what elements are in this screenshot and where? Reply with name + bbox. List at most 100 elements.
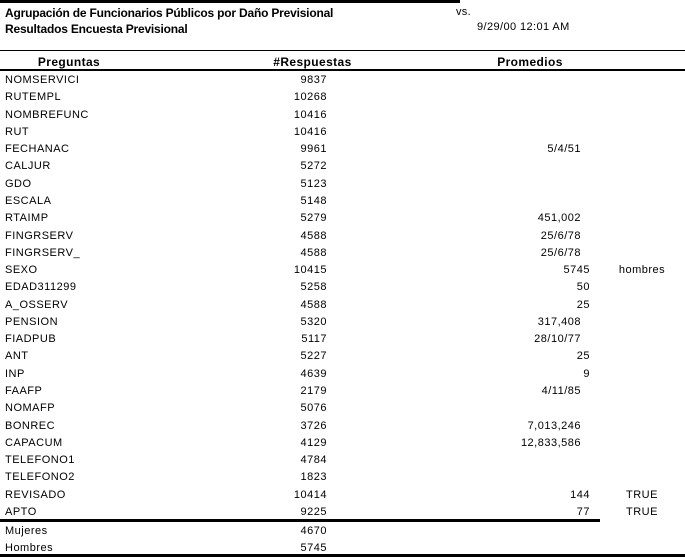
- row-label: FIADPUB: [5, 333, 57, 346]
- row-respuestas: 10416: [293, 125, 327, 138]
- row-label: TELEFONO2: [5, 471, 75, 484]
- row-promedio: 25/6/78: [540, 229, 581, 242]
- table-row: FECHANAC 9961 5/4/51: [0, 142, 685, 159]
- row-label: CAPACUM: [5, 436, 63, 449]
- table-row: SEXO 10415 5745 hombres: [0, 263, 685, 280]
- row-promedio: 451,002: [537, 212, 581, 225]
- report-subtitle: Resultados Encuesta Previsional: [5, 22, 188, 36]
- table-row: APTO 9225 77 TRUE: [0, 505, 685, 522]
- row-promedio: 4/11/85: [541, 385, 581, 398]
- row-respuestas: 4129: [300, 436, 327, 449]
- table-row: NOMSERVICI 9837: [0, 73, 685, 90]
- row-respuestas: 10414: [293, 488, 327, 501]
- column-header-respuestas: #Respuestas: [273, 55, 352, 69]
- row-respuestas: 2179: [300, 385, 327, 398]
- row-respuestas: 9837: [300, 74, 327, 86]
- row-promedio: 25: [576, 298, 590, 311]
- row-respuestas: 5320: [300, 315, 327, 328]
- row-promedio: 9: [583, 367, 590, 380]
- row-promedio: 317,408: [537, 315, 581, 328]
- row-label: FINGRSERV_: [5, 246, 81, 259]
- row-promedio: 144: [570, 488, 590, 501]
- row-label: NOMAFP: [5, 402, 56, 415]
- table-row: NOMAFP 5076: [0, 401, 685, 418]
- report-title-block: Agrupación de Funcionarios Públicos por …: [5, 5, 333, 37]
- row-label: ANT: [5, 350, 29, 363]
- table-bottom-rule: [0, 554, 685, 557]
- row-label: GDO: [5, 177, 32, 190]
- row-label: TELEFONO1: [5, 454, 75, 467]
- table-row: ANT 5227 25: [0, 349, 685, 366]
- row-label: FAAFP: [5, 385, 43, 398]
- row-respuestas: 5272: [300, 160, 327, 173]
- row-respuestas: 5279: [300, 212, 327, 225]
- table-row: Mujeres 4670: [0, 524, 685, 541]
- row-respuestas: 4588: [300, 298, 327, 311]
- row-label: Hombres: [5, 542, 54, 555]
- row-promedio: 7,013,246: [527, 419, 581, 432]
- row-promedio: 77: [576, 506, 590, 518]
- table-row: FINGRSERV_ 4588 25/6/78: [0, 246, 685, 263]
- row-respuestas: 5745: [300, 542, 327, 555]
- row-respuestas: 10416: [293, 108, 327, 121]
- table-row: EDAD311299 5258 50: [0, 280, 685, 297]
- row-label: RUT: [5, 125, 30, 138]
- table-row: FINGRSERV 4588 25/6/78: [0, 229, 685, 246]
- row-label: APTO: [5, 506, 37, 518]
- row-label: NOMSERVICI: [5, 74, 80, 86]
- row-label: EDAD311299: [5, 281, 77, 294]
- row-extra-flag: hombres: [618, 264, 666, 277]
- row-respuestas: 4670: [300, 525, 327, 537]
- row-respuestas: 4588: [300, 246, 327, 259]
- row-respuestas: 4588: [300, 229, 327, 242]
- row-promedio: 28/10/77: [534, 333, 581, 346]
- top-rule: [0, 0, 460, 3]
- table-row: TELEFONO2 1823: [0, 470, 685, 487]
- row-label: FECHANAC: [5, 143, 70, 156]
- row-promedio: 25/6/78: [540, 246, 581, 259]
- table-row: FAAFP 2179 4/11/85: [0, 384, 685, 401]
- row-respuestas: 5123: [300, 177, 327, 190]
- row-respuestas: 1823: [300, 471, 327, 484]
- table-row: NOMBREFUNC 10416: [0, 108, 685, 125]
- table-row: Hombres 5745: [0, 541, 685, 558]
- row-label: REVISADO: [5, 488, 66, 501]
- column-header-preguntas: Preguntas: [37, 55, 101, 69]
- table-top-rule: [0, 50, 685, 51]
- row-respuestas: 4639: [300, 367, 327, 380]
- row-respuestas: 5227: [300, 350, 327, 363]
- row-respuestas: 5148: [300, 194, 327, 207]
- row-promedio: 5745: [563, 264, 590, 277]
- report-datetime: 9/29/00 12:01 AM: [477, 21, 570, 33]
- row-label: FINGRSERV: [5, 229, 74, 242]
- row-extra-flag: TRUE: [626, 506, 658, 518]
- header-underline-rule: [0, 69, 685, 71]
- row-label: RUTEMPL: [5, 91, 62, 104]
- row-label: PENSION: [5, 315, 59, 328]
- table-row: ESCALA 5148: [0, 194, 685, 211]
- row-respuestas: 5076: [300, 402, 327, 415]
- row-extra-flag: TRUE: [626, 488, 658, 501]
- row-respuestas: 4784: [300, 454, 327, 467]
- table-row: RTAIMP 5279 451,002: [0, 211, 685, 228]
- row-promedio: 50: [576, 281, 590, 294]
- table-row: A_OSSERV 4588 25: [0, 298, 685, 315]
- row-label: Mujeres: [5, 525, 48, 537]
- row-label: NOMBREFUNC: [5, 108, 89, 121]
- row-respuestas: 5258: [300, 281, 327, 294]
- row-respuestas: 10268: [293, 91, 327, 104]
- row-label: CALJUR: [5, 160, 51, 173]
- table-row: BONREC 3726 7,013,246: [0, 419, 685, 436]
- row-label: BONREC: [5, 419, 56, 432]
- row-label: A_OSSERV: [5, 298, 69, 311]
- table-row: RUTEMPL 10268: [0, 90, 685, 107]
- row-promedio: 5/4/51: [547, 143, 581, 156]
- table-row: RUT 10416: [0, 125, 685, 142]
- row-promedio: 12,833,586: [520, 436, 581, 449]
- column-header-promedios: Promedios: [497, 55, 563, 69]
- table-row: CALJUR 5272: [0, 159, 685, 176]
- row-label: INP: [5, 367, 25, 380]
- table-row: GDO 5123: [0, 177, 685, 194]
- table-row: INP 4639 9: [0, 367, 685, 384]
